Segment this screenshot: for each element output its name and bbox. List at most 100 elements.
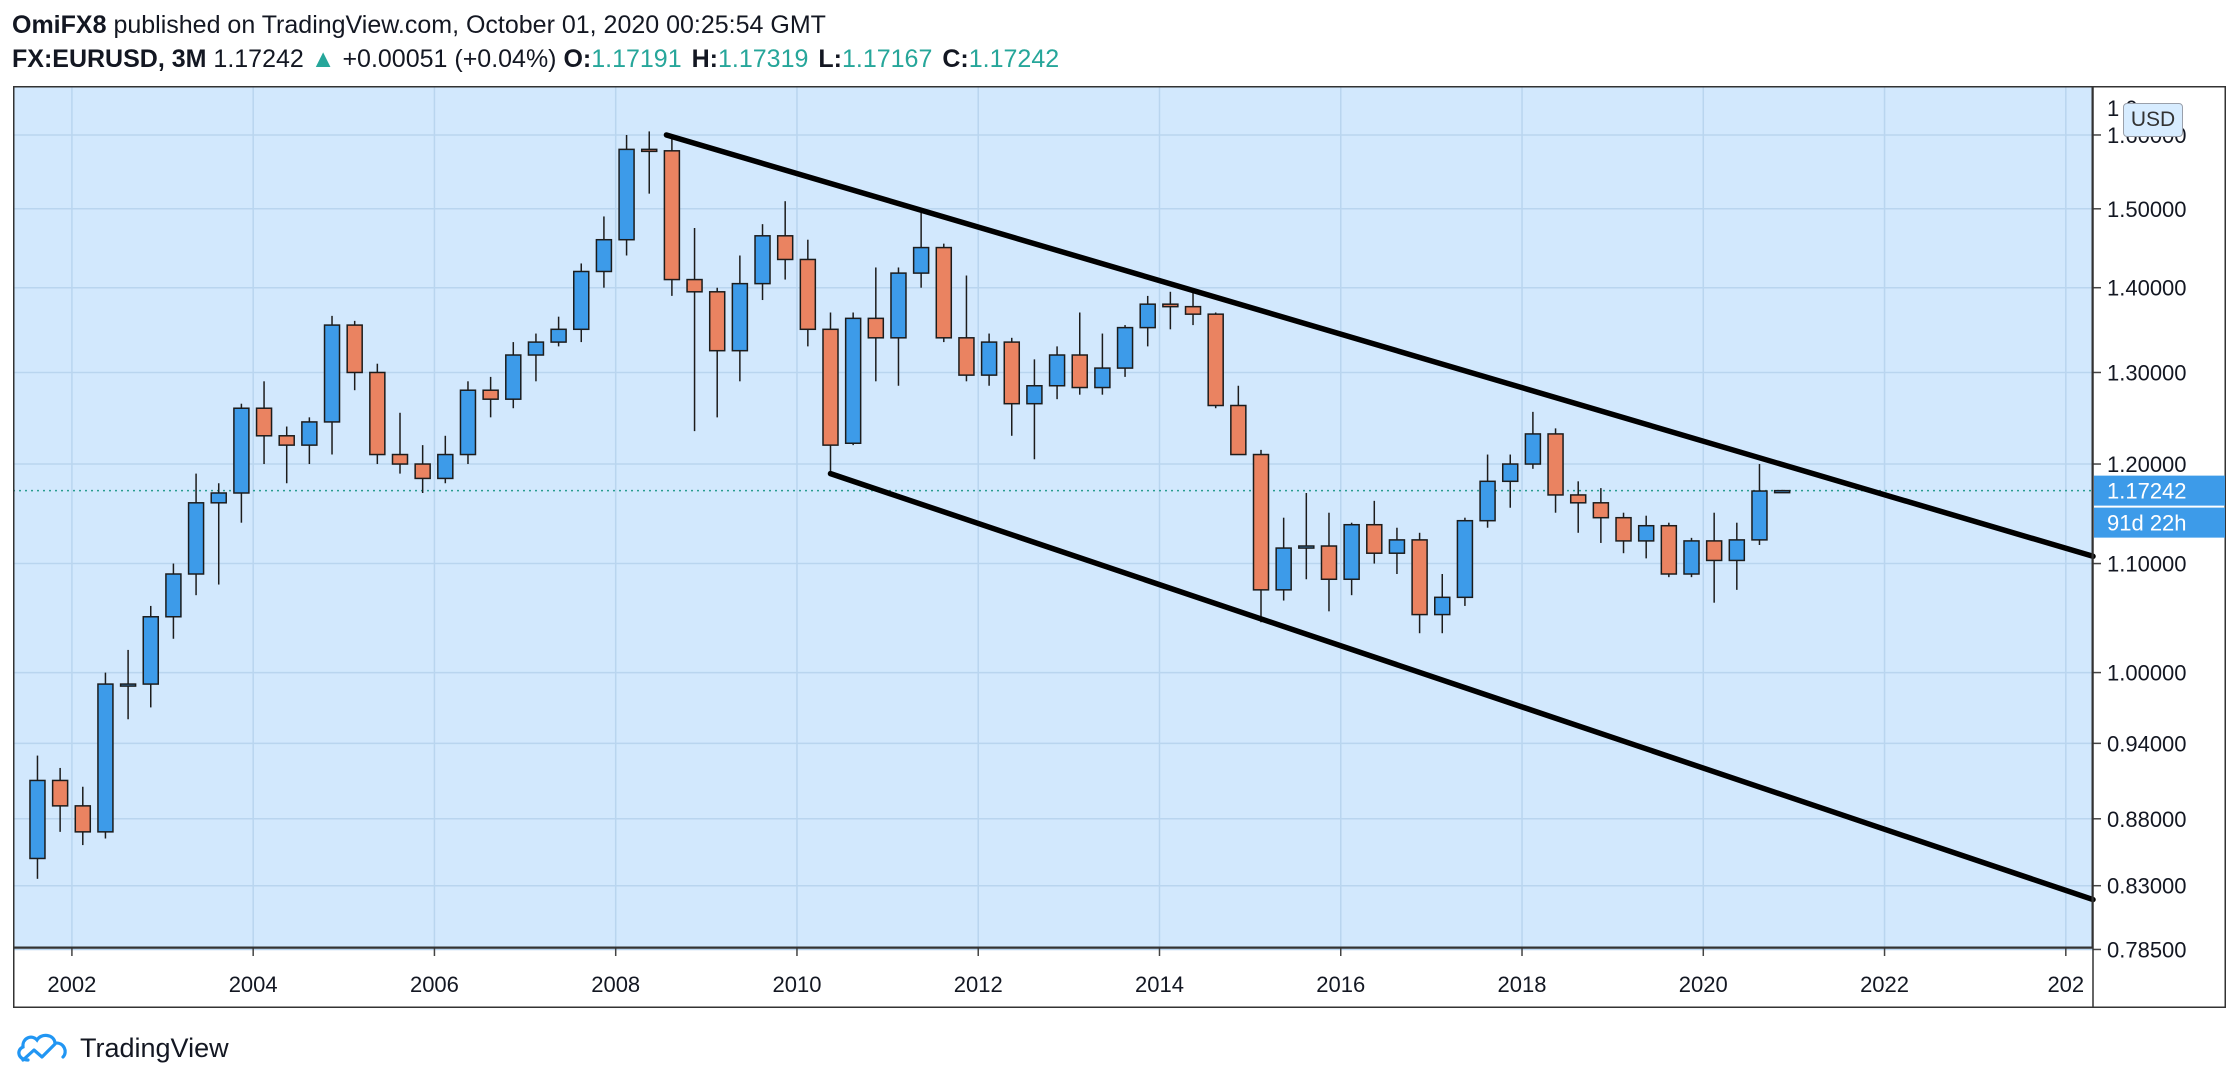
candle-down bbox=[369, 371, 386, 456]
published-info: published on TradingView.com, October 01… bbox=[113, 11, 826, 39]
candle-up bbox=[1773, 489, 1791, 494]
y-tick-label: 1.40000 bbox=[2107, 276, 2187, 301]
candle-down bbox=[255, 407, 273, 437]
x-tick-label: 2006 bbox=[410, 972, 459, 997]
currency-badge[interactable]: USD bbox=[2123, 103, 2183, 137]
candle-down bbox=[1660, 524, 1678, 575]
x-tick-label: 2020 bbox=[1679, 972, 1728, 997]
candle-down bbox=[1366, 523, 1383, 554]
candle-up bbox=[1524, 433, 1542, 465]
candle-up bbox=[301, 421, 318, 446]
candle-down bbox=[640, 148, 658, 153]
candle-up bbox=[437, 453, 454, 480]
countdown-label: 91d 22h bbox=[2107, 511, 2187, 536]
candle-down bbox=[391, 453, 409, 465]
candle-up bbox=[210, 492, 227, 504]
symbol-label: FX:EURUSD, 3M bbox=[12, 45, 207, 73]
x-tick-label: 2004 bbox=[229, 972, 278, 997]
x-tick-label: 2016 bbox=[1316, 972, 1365, 997]
candle-down bbox=[686, 278, 703, 293]
price-change: +0.00051 (+0.04%) bbox=[342, 45, 557, 73]
candle-up bbox=[731, 282, 749, 352]
y-tick-label: 1.30000 bbox=[2107, 360, 2187, 385]
candle-up bbox=[1026, 385, 1043, 405]
x-tick-label: 2008 bbox=[591, 972, 640, 997]
candle-down bbox=[1615, 516, 1632, 542]
x-tick-label: 202 bbox=[2047, 972, 2084, 997]
candle-up bbox=[1501, 463, 1519, 483]
candle-up bbox=[573, 270, 590, 331]
candle-up bbox=[1456, 519, 1474, 599]
candles bbox=[29, 131, 1791, 879]
candle-up bbox=[1343, 523, 1360, 581]
y-tick-label: 1.50000 bbox=[2107, 197, 2187, 222]
candle-down bbox=[1184, 305, 1202, 315]
candle-up bbox=[1728, 539, 1746, 562]
candle-down bbox=[1320, 545, 1338, 581]
x-tick-label: 2010 bbox=[772, 972, 821, 997]
y-tick-label: 1.10000 bbox=[2107, 552, 2187, 577]
candle-up bbox=[233, 407, 250, 494]
candle-up bbox=[550, 328, 567, 343]
candle-down bbox=[867, 317, 885, 339]
close-key: C: bbox=[942, 45, 969, 73]
candle-up bbox=[980, 341, 998, 376]
lower-channel-line bbox=[827, 470, 2096, 903]
tradingview-cloud-logo-icon bbox=[17, 1033, 67, 1062]
candlestick-chart[interactable]: 2002 2004 2006 2008 2010 2012 2014 2016 2018 2020… bbox=[13, 86, 2226, 1008]
x-tick-label: 2018 bbox=[1498, 972, 1547, 997]
candle-up bbox=[1751, 490, 1768, 541]
candle-down bbox=[51, 779, 69, 807]
candle-up bbox=[527, 341, 545, 356]
chart-area[interactable]: 2002 2004 2006 2008 2010 2012 2014 2016 2018 2020… bbox=[13, 86, 2226, 1008]
candle-up bbox=[1637, 524, 1655, 542]
y-tick-label: 0.88000 bbox=[2107, 807, 2187, 832]
candle-up bbox=[459, 389, 477, 456]
y-tick-label: 0.83000 bbox=[2107, 874, 2187, 899]
y-tick-label: 0.94000 bbox=[2107, 731, 2187, 756]
open-key: O: bbox=[563, 45, 592, 73]
candle-up bbox=[323, 324, 341, 423]
candle-up bbox=[29, 779, 46, 860]
y-tick-label: 1.20000 bbox=[2107, 452, 2187, 477]
last-price-label: 1.17242 bbox=[2107, 479, 2187, 504]
tradingview-brand[interactable]: TradingView bbox=[14, 1028, 229, 1068]
low-key: L: bbox=[818, 45, 842, 73]
candle-up bbox=[1683, 540, 1700, 575]
candle-down bbox=[1071, 354, 1088, 389]
candle-up bbox=[1388, 539, 1406, 554]
close-value: 1.17242 bbox=[968, 45, 1060, 73]
candle-up bbox=[890, 272, 907, 339]
candle-up bbox=[1048, 354, 1066, 387]
candle-up bbox=[1116, 326, 1134, 369]
last-price: 1.17242 bbox=[213, 45, 304, 73]
brand-name: TradingView bbox=[80, 1032, 229, 1063]
candle-up bbox=[165, 573, 182, 618]
candle-down bbox=[776, 235, 794, 261]
candle-up bbox=[1275, 547, 1292, 591]
upper-channel-line bbox=[663, 132, 2096, 560]
author-name[interactable]: OmiFX8 bbox=[12, 11, 107, 39]
candle-down bbox=[346, 324, 363, 374]
candle-down bbox=[799, 258, 817, 331]
x-tick-label: 2002 bbox=[47, 972, 96, 997]
open-value: 1.17191 bbox=[591, 45, 682, 73]
candle-down bbox=[278, 435, 295, 446]
candle-up bbox=[97, 683, 114, 833]
candle-up bbox=[1139, 303, 1156, 329]
candle-down bbox=[822, 328, 839, 446]
candle-up bbox=[142, 616, 160, 685]
candle-up bbox=[754, 235, 771, 285]
candle-up bbox=[844, 317, 862, 445]
publish-line: OmiFX8 published on TradingView.com, Oct… bbox=[12, 8, 1069, 42]
candle-down bbox=[1592, 502, 1610, 519]
low-value: 1.17167 bbox=[842, 45, 933, 73]
candle-up bbox=[1434, 596, 1451, 616]
candle-up bbox=[912, 246, 930, 274]
candle-down bbox=[1003, 341, 1021, 405]
y-tick-label: 1.00000 bbox=[2107, 661, 2187, 686]
candle-down bbox=[1252, 453, 1270, 591]
candle-down bbox=[958, 337, 975, 376]
change-up-arrow-icon: ▲ bbox=[310, 45, 336, 73]
x-tick-label: 2022 bbox=[1860, 972, 1909, 997]
